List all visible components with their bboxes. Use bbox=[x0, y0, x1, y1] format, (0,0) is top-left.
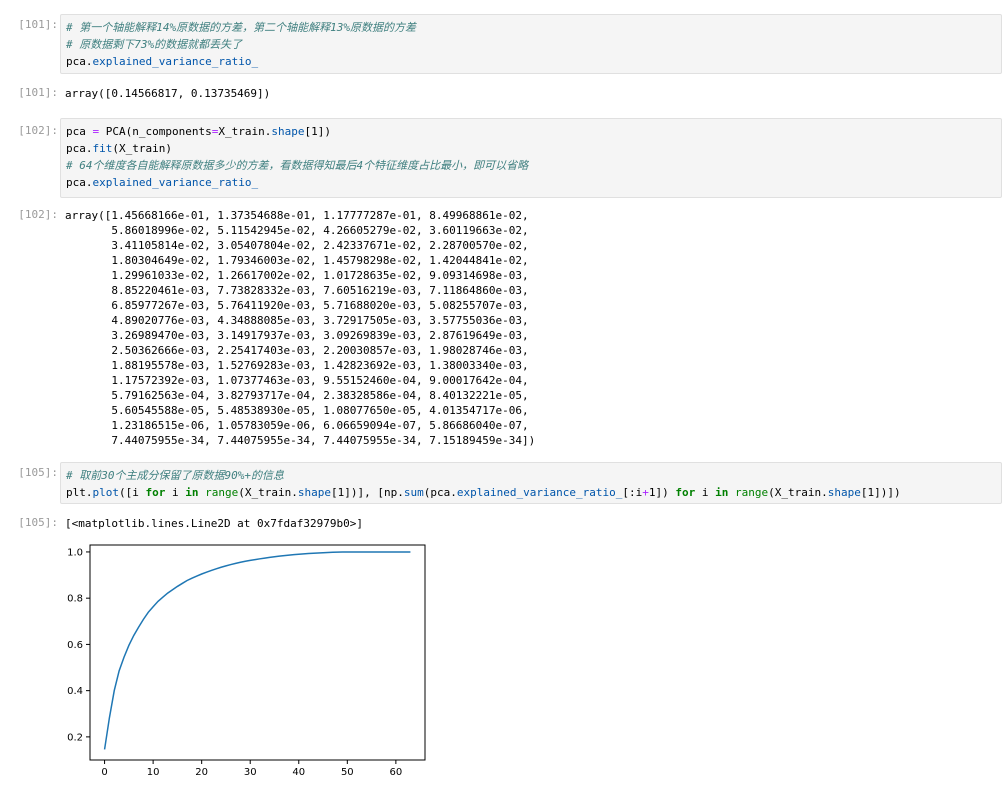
x-tick-label: 10 bbox=[147, 767, 160, 778]
code-line: pca.fit(X_train) bbox=[66, 140, 996, 157]
output-line: 3.41105814e-02, 3.05407804e-02, 2.423376… bbox=[65, 239, 529, 252]
code-comment: # 64个维度各自能解释原数据多少的方差，看数据得知最后4个特征维度占比最小，即… bbox=[66, 159, 529, 172]
code-cell-105[interactable]: [105]: # 取前30个主成分保留了原数据90%+的信息 plt.plot(… bbox=[0, 462, 1002, 792]
output-line: 6.85977267e-03, 5.76411920e-03, 5.716880… bbox=[65, 299, 529, 312]
cell-output: [<matplotlib.lines.Line2D at 0x7fdaf3297… bbox=[65, 516, 1002, 531]
code-attr: shape bbox=[271, 125, 305, 138]
code-token: 1]) bbox=[648, 486, 676, 499]
code-keyword: in bbox=[715, 486, 729, 499]
y-tick-label: 0.2 bbox=[67, 732, 83, 743]
code-comment: # 原数据剩下73%的数据就都丢失了 bbox=[66, 38, 243, 51]
code-attr: explained_variance_ratio_ bbox=[92, 55, 259, 68]
code-token: X_train. bbox=[218, 125, 272, 138]
code-token: (X_train. bbox=[768, 486, 828, 499]
cumulative-variance-plot: 0 10 20 30 40 50 60 0.2 0.4 0.6 0.8 1.0 bbox=[52, 540, 432, 783]
output-line: 4.89020776e-03, 4.34888085e-03, 3.729175… bbox=[65, 314, 529, 327]
x-tick-label: 0 bbox=[101, 767, 107, 778]
code-attr: explained_variance_ratio_ bbox=[456, 486, 623, 499]
code-editor[interactable]: # 取前30个主成分保留了原数据90%+的信息 plt.plot([i for … bbox=[60, 462, 1002, 504]
code-line: pca = PCA(n_components=X_train.shape[1]) bbox=[66, 123, 996, 140]
output-line: array([1.45668166e-01, 1.37354688e-01, 1… bbox=[65, 209, 529, 222]
code-cell-101[interactable]: [101]: # 第一个轴能解释14%原数据的方差，第二个轴能解释13%原数据的… bbox=[0, 14, 1002, 100]
output-line: 1.29961033e-02, 1.26617002e-02, 1.017286… bbox=[65, 269, 529, 282]
input-prompt: [105]: bbox=[18, 466, 58, 479]
code-operator: = bbox=[92, 125, 100, 138]
code-operator: = bbox=[211, 125, 219, 138]
code-token: i bbox=[695, 486, 716, 499]
code-token: [1])]) bbox=[860, 486, 901, 499]
cell-output: array([0.14566817, 0.13735469]) bbox=[65, 86, 1002, 101]
code-attr: fit bbox=[92, 142, 113, 155]
code-token: (X_train) bbox=[112, 142, 172, 155]
x-tick-label: 40 bbox=[292, 767, 305, 778]
code-editor[interactable]: pca = PCA(n_components=X_train.shape[1])… bbox=[60, 118, 1002, 198]
code-token: pca. bbox=[66, 142, 93, 155]
code-line: plt.plot([i for i in range(X_train.shape… bbox=[66, 484, 996, 501]
code-token: (pca. bbox=[423, 486, 457, 499]
y-tick-label: 0.8 bbox=[67, 594, 83, 605]
y-tick-label: 0.6 bbox=[67, 640, 83, 651]
code-token: PCA(n_components bbox=[99, 125, 212, 138]
code-builtin: range bbox=[205, 486, 239, 499]
output-prompt: [101]: bbox=[18, 86, 58, 99]
output-line: 5.79162563e-04, 3.82793717e-04, 2.383285… bbox=[65, 389, 529, 402]
input-prompt: [101]: bbox=[18, 18, 58, 31]
output-line: 1.23186515e-06, 1.05783059e-06, 6.066590… bbox=[65, 419, 529, 432]
code-line: pca.explained_variance_ratio_ bbox=[66, 174, 996, 191]
output-line: 1.88195578e-03, 1.52769283e-03, 1.428236… bbox=[65, 359, 529, 372]
code-token: pca. bbox=[66, 176, 93, 189]
output-line: 2.50362666e-03, 2.25417403e-03, 2.200308… bbox=[65, 344, 529, 357]
code-comment: # 取前30个主成分保留了原数据90%+的信息 bbox=[66, 469, 284, 482]
output-text: [<matplotlib.lines.Line2D at 0x7fdaf3297… bbox=[65, 517, 364, 530]
code-token: [:i bbox=[622, 486, 643, 499]
y-tick-label: 0.4 bbox=[67, 686, 83, 697]
x-tick-label: 60 bbox=[390, 767, 403, 778]
code-token: plt. bbox=[66, 486, 93, 499]
x-tick-label: 50 bbox=[341, 767, 354, 778]
input-prompt: [102]: bbox=[18, 124, 58, 137]
output-prompt: [105]: bbox=[18, 516, 58, 529]
output-line: 8.85220461e-03, 7.73828332e-03, 7.605162… bbox=[65, 284, 529, 297]
code-builtin: range bbox=[735, 486, 769, 499]
cell-output: array([1.45668166e-01, 1.37354688e-01, 1… bbox=[65, 208, 1002, 448]
code-attr: shape bbox=[827, 486, 861, 499]
code-comment: # 第一个轴能解释14%原数据的方差，第二个轴能解释13%原数据的方差 bbox=[66, 21, 416, 34]
code-operator: + bbox=[642, 486, 649, 499]
code-token: [1]) bbox=[304, 125, 331, 138]
axes-frame bbox=[89, 544, 426, 761]
output-line: 3.26989470e-03, 3.14917937e-03, 3.092698… bbox=[65, 329, 529, 342]
output-line: 5.60545588e-05, 5.48538930e-05, 1.080776… bbox=[65, 404, 529, 417]
code-token: (X_train. bbox=[238, 486, 298, 499]
code-cell-102[interactable]: [102]: pca = PCA(n_components=X_train.sh… bbox=[0, 118, 1002, 448]
y-tick-label: 1.0 bbox=[67, 547, 83, 558]
x-tick-label: 30 bbox=[244, 767, 257, 778]
code-keyword: for bbox=[145, 486, 166, 499]
code-token: pca bbox=[66, 125, 93, 138]
output-prompt: [102]: bbox=[18, 208, 58, 221]
output-text: array([0.14566817, 0.13735469]) bbox=[65, 87, 271, 100]
code-line: pca.explained_variance_ratio_ bbox=[66, 53, 996, 70]
code-attr: explained_variance_ratio_ bbox=[92, 176, 259, 189]
line-chart: 0 10 20 30 40 50 60 0.2 0.4 0.6 0.8 1.0 bbox=[67, 544, 426, 778]
code-keyword: in bbox=[185, 486, 199, 499]
code-token: pca. bbox=[66, 55, 93, 68]
code-keyword: for bbox=[675, 486, 696, 499]
code-attr: plot bbox=[92, 486, 120, 499]
code-attr: sum bbox=[403, 486, 424, 499]
code-token: ([i bbox=[119, 486, 146, 499]
x-tick-label: 20 bbox=[195, 767, 208, 778]
code-token: i bbox=[165, 486, 186, 499]
cumulative-variance-line bbox=[103, 551, 411, 750]
code-attr: shape bbox=[297, 486, 331, 499]
output-line: 1.80304649e-02, 1.79346003e-02, 1.457982… bbox=[65, 254, 529, 267]
output-line: 5.86018996e-02, 5.11542945e-02, 4.266052… bbox=[65, 224, 529, 237]
code-token: [1])], [np. bbox=[330, 486, 404, 499]
code-editor[interactable]: # 第一个轴能解释14%原数据的方差，第二个轴能解释13%原数据的方差 # 原数… bbox=[60, 14, 1002, 74]
output-line: 1.17572392e-03, 1.07377463e-03, 9.551524… bbox=[65, 374, 529, 387]
output-line: 7.44075955e-34, 7.44075955e-34, 7.440759… bbox=[65, 434, 536, 447]
